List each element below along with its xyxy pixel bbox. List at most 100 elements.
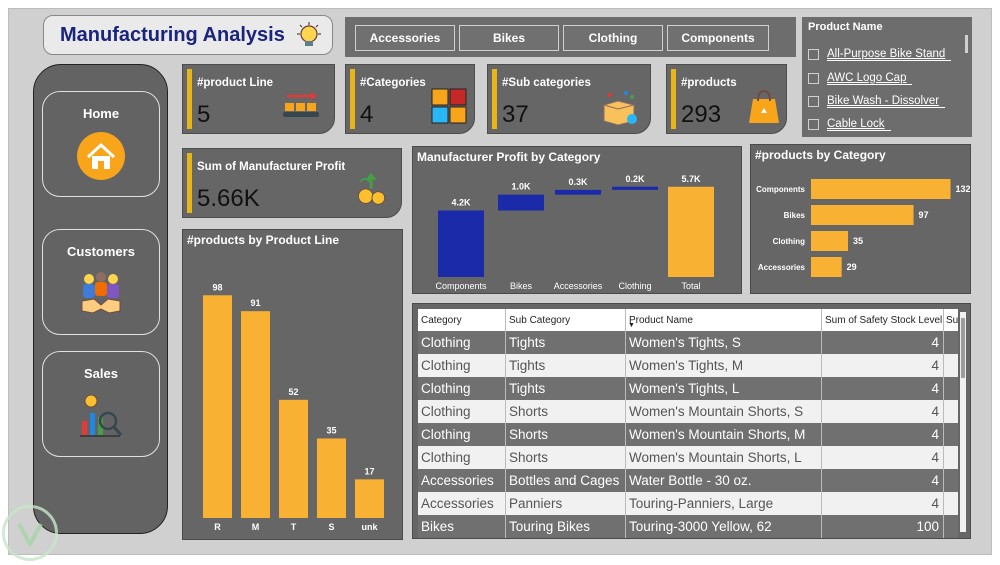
cell-truncated: [944, 331, 958, 354]
slicer-item[interactable]: All-Purpose Bike Stand: [808, 45, 968, 63]
x-tick-label: Components: [435, 281, 487, 291]
bar: [811, 231, 848, 251]
data-label: 4.2K: [451, 198, 471, 208]
cell-safety-stock: 4: [822, 400, 944, 423]
kpi-profit-card: Sum of Manufacturer Profit 5.66K: [182, 148, 402, 218]
slicer-item-label[interactable]: Bike Wash - Dissolver: [827, 95, 946, 108]
cell-safety-stock: 4: [822, 492, 944, 515]
cell-subcategory: Tights: [506, 331, 626, 354]
x-tick-label: Accessories: [554, 281, 603, 291]
slicer-item-label[interactable]: Cable Lock: [827, 118, 891, 131]
x-tick-label: Bikes: [510, 281, 533, 291]
slicer-item-label[interactable]: AWC Logo Cap: [827, 72, 913, 85]
leaf-icon: [17, 523, 43, 549]
slicer-item[interactable]: Bike Wash - Dissolver: [808, 92, 968, 110]
title-box: Manufacturing Analysis: [43, 15, 333, 55]
tab-components[interactable]: Components: [667, 25, 769, 51]
checkbox[interactable]: [808, 48, 819, 60]
tab-bikes[interactable]: Bikes: [459, 25, 559, 51]
data-label: 35: [853, 236, 863, 246]
table-row[interactable]: Clothing Shorts Women's Mountain Shorts, M…: [418, 423, 958, 446]
cell-product-name: Women's Mountain Shorts, M: [626, 423, 822, 446]
cell-subcategory: Panniers: [506, 492, 626, 515]
kpi-subcategories-card: #Sub categories 37: [487, 64, 651, 134]
bar: [438, 210, 484, 277]
cell-category: Clothing: [418, 354, 506, 377]
cell-truncated: [944, 469, 958, 492]
checkbox[interactable]: [808, 72, 819, 84]
x-tick-label: S: [328, 522, 334, 532]
kpi-label: #product Line: [197, 77, 274, 89]
table-row[interactable]: Clothing Shorts Women's Mountain Shorts, S…: [418, 400, 958, 423]
accent-bar: [350, 69, 355, 129]
column-header-subcategory[interactable]: Sub Category: [506, 309, 626, 331]
bar: [668, 186, 714, 277]
cell-subcategory: Shorts: [506, 400, 626, 423]
column-header-product-name[interactable]: Product Name ▼: [626, 309, 822, 331]
page-title: Manufacturing Analysis: [60, 23, 285, 46]
bar: [279, 399, 308, 518]
waterfall-chart: 4.2K Components 1.0K Bikes 0.3K Accessories 0.…: [435, 174, 714, 291]
table-scrollbar[interactable]: [960, 312, 966, 532]
accent-bar: [671, 69, 676, 129]
data-label: 91: [250, 298, 260, 308]
home-icon: [77, 132, 125, 180]
data-label: 29: [847, 262, 857, 272]
cell-subcategory: Bottles and Cages: [506, 469, 626, 492]
cell-category: Clothing: [418, 423, 506, 446]
watermark-logo: [2, 505, 58, 561]
money-growth-icon: [357, 172, 386, 205]
column-header-truncated[interactable]: Su: [946, 314, 958, 326]
y-tick-label: Bikes: [784, 211, 806, 220]
category-boxes-icon: [431, 88, 467, 124]
nav-sales-button[interactable]: Sales: [42, 351, 160, 457]
tab-accessories[interactable]: Accessories: [355, 25, 455, 51]
slicer-title: Product Name: [808, 21, 883, 33]
nav-sales-label: Sales: [84, 366, 118, 381]
y-tick-label: Clothing: [773, 237, 806, 246]
cell-safety-stock: 4: [822, 423, 944, 446]
cell-subcategory: Shorts: [506, 446, 626, 469]
cell-product-name: Women's Mountain Shorts, S: [626, 400, 822, 423]
bar: [355, 479, 384, 518]
bar: [555, 189, 601, 195]
cell-safety-stock: 4: [822, 331, 944, 354]
kpi-label: #products: [681, 77, 737, 89]
table-row[interactable]: Clothing Shorts Women's Mountain Shorts, L…: [418, 446, 958, 469]
sales-analysis-icon: [80, 394, 123, 437]
table-row[interactable]: Bikes Touring Bikes Touring-3000 Yellow, 6…: [418, 515, 958, 538]
nav-home-button[interactable]: Home: [42, 91, 160, 197]
data-label: 0.2K: [625, 174, 645, 184]
x-tick-label: Clothing: [618, 281, 651, 291]
checkbox[interactable]: [808, 118, 819, 130]
cell-category: Clothing: [418, 400, 506, 423]
slicer-item[interactable]: AWC Logo Cap: [808, 69, 968, 87]
cell-subcategory: Touring Bikes: [506, 515, 626, 538]
table-row[interactable]: Accessories Bottles and Cages Water Bottle…: [418, 469, 958, 492]
slicer-scrollbar[interactable]: [965, 35, 968, 53]
cell-product-name: Women's Tights, S: [626, 331, 822, 354]
category-tab-bar: Accessories Bikes Clothing Components: [345, 17, 796, 57]
tab-clothing[interactable]: Clothing: [563, 25, 663, 51]
accent-bar: [492, 69, 497, 129]
accent-bar: [187, 153, 192, 213]
scrollbar-thumb[interactable]: [961, 318, 965, 378]
cell-safety-stock: 4: [822, 354, 944, 377]
column-header-safety-stock[interactable]: Sum of Safety Stock Level: [822, 309, 944, 331]
table-row[interactable]: Accessories Panniers Touring-Panniers, Lar…: [418, 492, 958, 515]
shopping-bag-icon: [749, 89, 779, 123]
checkbox[interactable]: [808, 95, 819, 107]
bar: [811, 257, 842, 277]
slicer-item-label[interactable]: All-Purpose Bike Stand: [827, 48, 952, 61]
cell-category: Clothing: [418, 331, 506, 354]
data-label: 132: [956, 184, 971, 194]
slicer-item[interactable]: Cable Lock: [808, 115, 968, 133]
column-header-category[interactable]: Category: [418, 309, 506, 331]
kpi-label: #Categories: [360, 77, 426, 89]
data-label: 0.3K: [568, 177, 588, 187]
sort-desc-icon[interactable]: ▼: [628, 322, 635, 329]
nav-customers-button[interactable]: Customers: [42, 229, 160, 335]
